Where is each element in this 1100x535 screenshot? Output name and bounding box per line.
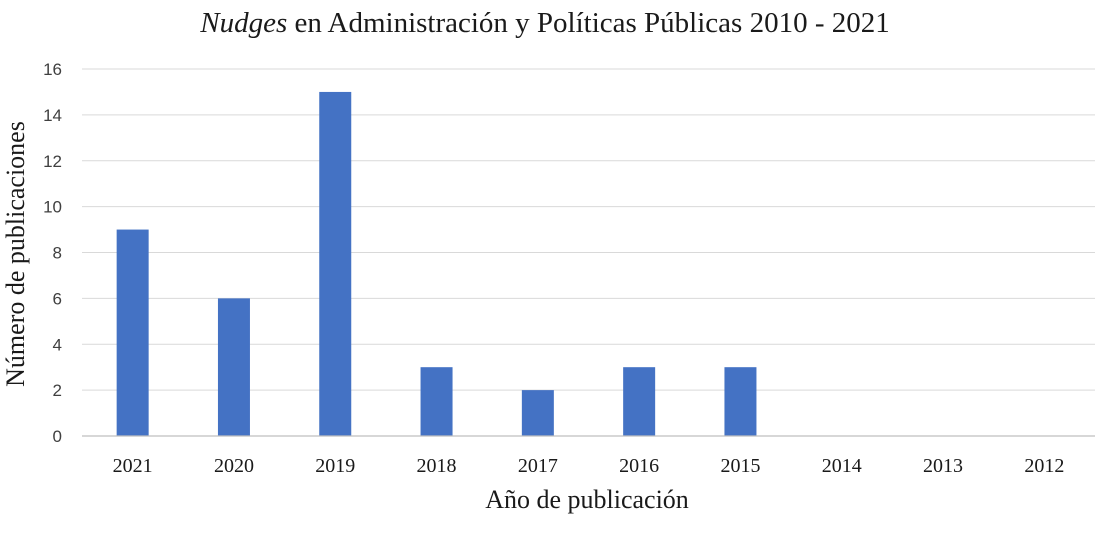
- y-tick-label: 2: [53, 381, 62, 400]
- gridlines: [82, 68, 1095, 391]
- y-tick-label: 16: [43, 60, 62, 79]
- y-tick-label: 12: [43, 152, 62, 171]
- bar-2021: [116, 229, 149, 436]
- chart-title-italic: Nudges: [199, 7, 287, 39]
- x-tick-label: 2016: [619, 455, 659, 477]
- x-axis-title: Año de publicación: [485, 485, 689, 514]
- bar-2019: [319, 91, 352, 436]
- x-tick-label: 2013: [923, 455, 963, 477]
- bar-2017: [521, 390, 554, 436]
- x-tick-label: 2021: [113, 455, 153, 477]
- bar-2020: [217, 298, 250, 436]
- x-tick-label: 2015: [720, 455, 760, 477]
- y-tick-label: 14: [43, 106, 62, 125]
- y-tick-label: 4: [53, 335, 62, 354]
- y-tick-label: 0: [53, 427, 62, 446]
- y-tick-label: 10: [43, 198, 62, 217]
- chart-title-rest: en Administración y Políticas Públicas 2…: [287, 7, 890, 39]
- bars: [116, 91, 757, 436]
- bar-2018: [420, 367, 453, 436]
- x-tick-label: 2014: [822, 455, 862, 477]
- y-tick-label: 8: [53, 244, 62, 263]
- x-tick-label: 2019: [315, 455, 355, 477]
- x-axis-ticks: 2021 2020 2019 2018 2017 2016 2015 2014 2013 2012: [113, 455, 1065, 477]
- bar-2016: [623, 367, 656, 436]
- y-tick-label: 6: [53, 289, 62, 308]
- x-tick-label: 2017: [518, 455, 558, 477]
- x-tick-label: 2020: [214, 455, 254, 477]
- x-tick-label: 2012: [1024, 455, 1064, 477]
- y-axis-ticks: 0 2 4 6 8 10 12 14 16: [43, 60, 62, 446]
- x-tick-label: 2018: [417, 455, 457, 477]
- bar-2015: [724, 367, 757, 436]
- chart-title: Nudges en Administración y Políticas Púb…: [199, 7, 890, 39]
- y-axis-title: Número de publicaciones: [1, 121, 30, 387]
